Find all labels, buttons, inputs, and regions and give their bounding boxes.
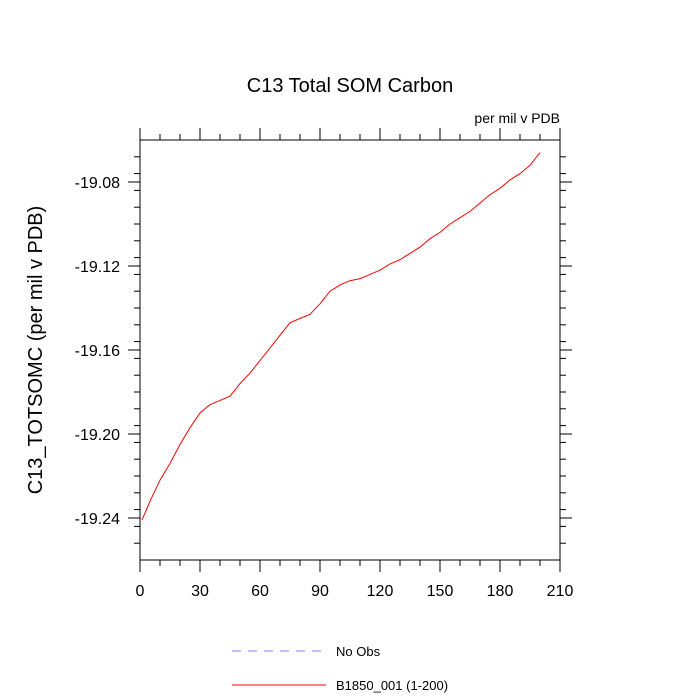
x-tick-label-0: 0 xyxy=(136,583,145,600)
y-tick-label-3: -19.12 xyxy=(75,259,120,276)
y-tick-label-2: -19.16 xyxy=(75,343,120,360)
y-tick-label-4: -19.08 xyxy=(75,175,120,192)
y-tick-label-0: -19.24 xyxy=(75,511,120,528)
legend-label-b1850: B1850_001 (1-200) xyxy=(336,678,448,693)
legend: No Obs B1850_001 (1-200) xyxy=(232,644,448,693)
x-tick-labels: 0 30 60 90 120 150 180 210 xyxy=(136,583,574,600)
legend-label-no-obs: No Obs xyxy=(336,644,381,659)
units-label: per mil v PDB xyxy=(474,110,560,126)
plot-series xyxy=(141,152,541,521)
chart-title: C13 Total SOM Carbon xyxy=(247,75,453,97)
y-tick-labels: -19.24 -19.20 -19.16 -19.12 -19.08 xyxy=(75,175,120,528)
y-axis-label: C13_TOTSOMC (per mil v PDB) xyxy=(25,206,47,495)
x-tick-label-6: 180 xyxy=(487,583,514,600)
x-tick-label-1: 30 xyxy=(191,583,209,600)
series-line-0 xyxy=(141,152,541,521)
x-tick-label-7: 210 xyxy=(547,583,574,600)
x-tick-label-2: 60 xyxy=(251,583,269,600)
plot-frame xyxy=(139,139,561,561)
x-tick-label-3: 90 xyxy=(311,583,329,600)
y-tick-label-1: -19.20 xyxy=(75,427,120,444)
x-tick-label-5: 150 xyxy=(427,583,454,600)
axis-ticks xyxy=(128,128,572,572)
x-tick-label-4: 120 xyxy=(367,583,394,600)
